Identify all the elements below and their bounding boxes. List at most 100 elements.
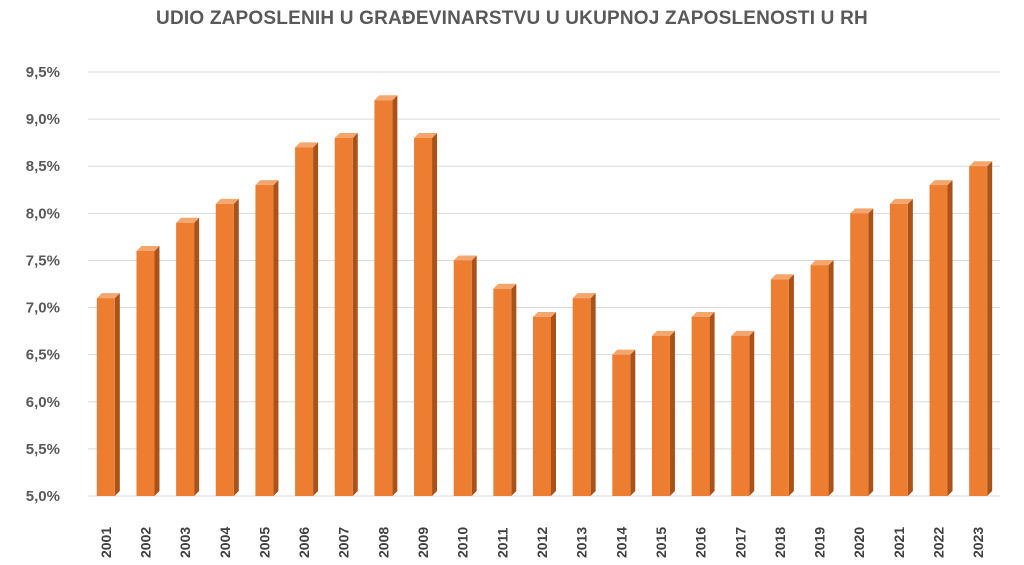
bar-top bbox=[176, 217, 200, 223]
bar-front bbox=[295, 147, 314, 496]
bar bbox=[850, 208, 874, 497]
bar-side bbox=[828, 260, 834, 496]
bar-front bbox=[533, 316, 551, 496]
bar-front bbox=[770, 279, 789, 496]
bar bbox=[493, 283, 517, 496]
bar-front bbox=[969, 166, 988, 496]
bars bbox=[96, 95, 993, 497]
x-tick-label: 2005 bbox=[256, 527, 272, 558]
bar-side bbox=[194, 217, 200, 496]
bar-side bbox=[352, 132, 358, 496]
x-tick-label: 2010 bbox=[455, 527, 471, 558]
bar bbox=[889, 198, 913, 496]
bar-front bbox=[731, 335, 750, 496]
bar bbox=[453, 255, 477, 496]
bar bbox=[215, 198, 239, 496]
bar-side bbox=[590, 293, 596, 496]
bar-front bbox=[493, 288, 512, 496]
bar-top bbox=[414, 132, 438, 138]
y-tick-label: 8,0% bbox=[26, 205, 60, 222]
bar-top bbox=[850, 208, 874, 214]
x-axis-ticks: 2001 2002 2003 2004 2005 2006 2007 2008 2009 2010… bbox=[98, 527, 986, 558]
x-tick-label: 2019 bbox=[812, 527, 828, 558]
bar-front bbox=[929, 185, 948, 497]
bar-top bbox=[612, 349, 636, 355]
bar-top bbox=[334, 132, 358, 138]
y-tick-label: 9,5% bbox=[26, 64, 60, 81]
bar bbox=[969, 161, 993, 496]
bar-side bbox=[630, 349, 636, 496]
bar-top bbox=[453, 255, 477, 261]
bar-side bbox=[511, 283, 517, 496]
x-tick-label: 2023 bbox=[970, 527, 986, 558]
y-tick-label: 6,0% bbox=[26, 394, 60, 411]
x-tick-label: 2018 bbox=[772, 527, 788, 558]
bar-side bbox=[947, 180, 953, 497]
bar bbox=[176, 217, 200, 496]
bar-top bbox=[770, 274, 794, 280]
bar bbox=[651, 330, 675, 496]
x-tick-label: 2015 bbox=[653, 527, 669, 558]
bar-top bbox=[929, 180, 953, 186]
bar-side bbox=[313, 142, 319, 496]
y-tick-label: 9,0% bbox=[26, 111, 60, 128]
bar-top bbox=[691, 311, 715, 317]
bar-top bbox=[374, 95, 398, 101]
bar bbox=[731, 330, 755, 496]
bar-top bbox=[136, 246, 160, 252]
bar-front bbox=[612, 354, 631, 496]
bar bbox=[374, 95, 398, 497]
bar-front bbox=[334, 137, 353, 496]
bar-top bbox=[493, 283, 517, 289]
bar-side bbox=[907, 198, 913, 496]
bar-side bbox=[788, 274, 794, 496]
y-tick-label: 8,5% bbox=[26, 158, 60, 175]
bar-side bbox=[749, 330, 755, 496]
x-tick-label: 2012 bbox=[534, 527, 550, 558]
bar-top bbox=[969, 161, 993, 167]
bar bbox=[691, 311, 715, 496]
x-tick-label: 2008 bbox=[375, 527, 391, 558]
bar-front bbox=[691, 316, 710, 496]
bar-front bbox=[136, 251, 155, 496]
x-tick-label: 2011 bbox=[494, 527, 510, 558]
bar-side bbox=[987, 161, 993, 496]
bar-front bbox=[572, 298, 591, 496]
x-tick-label: 2007 bbox=[336, 527, 352, 558]
bar-side bbox=[233, 198, 239, 496]
bar-top bbox=[533, 311, 556, 317]
bar-front bbox=[810, 265, 829, 496]
bar-side bbox=[868, 208, 874, 497]
bar-front bbox=[651, 335, 670, 496]
y-tick-label: 7,5% bbox=[26, 252, 60, 269]
bar-top bbox=[810, 260, 834, 266]
bar-side bbox=[551, 311, 556, 496]
bar-front bbox=[176, 222, 195, 496]
x-tick-label: 2001 bbox=[98, 527, 114, 558]
x-tick-label: 2020 bbox=[851, 527, 867, 558]
bar-top bbox=[255, 180, 279, 186]
bar bbox=[255, 180, 279, 497]
bar-top bbox=[295, 142, 319, 148]
y-axis-ticks: 5,0% 5,5% 6,0% 6,5% 7,0% 7,5% 8,0% 8,5% 9,0% 9,5% bbox=[26, 64, 60, 505]
x-tick-label: 2003 bbox=[177, 527, 193, 558]
bar bbox=[295, 142, 319, 496]
x-tick-label: 2021 bbox=[891, 527, 907, 558]
y-tick-label: 6,5% bbox=[26, 347, 60, 364]
bar bbox=[533, 311, 556, 496]
x-tick-label: 2017 bbox=[732, 527, 748, 558]
bar-front bbox=[96, 298, 115, 496]
bar bbox=[810, 260, 834, 496]
x-tick-label: 2006 bbox=[296, 527, 312, 558]
x-tick-label: 2009 bbox=[415, 527, 431, 558]
bar-side bbox=[709, 311, 715, 496]
bar-front bbox=[374, 100, 393, 497]
bar bbox=[572, 293, 596, 496]
x-tick-label: 2016 bbox=[693, 527, 709, 558]
x-tick-label: 2002 bbox=[137, 527, 153, 558]
bar-side bbox=[432, 132, 438, 496]
bar-side bbox=[669, 330, 675, 496]
bar-top bbox=[889, 198, 913, 204]
y-tick-label: 5,5% bbox=[26, 441, 60, 458]
